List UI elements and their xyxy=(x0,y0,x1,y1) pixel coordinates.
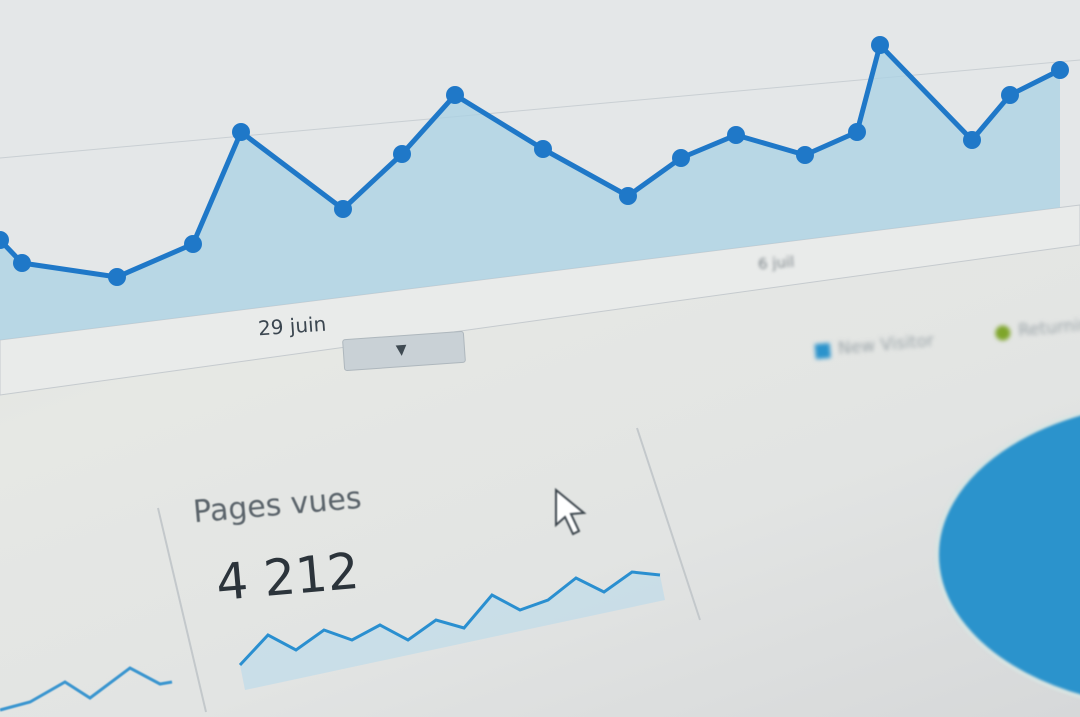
spark-area xyxy=(240,572,665,690)
spark-line xyxy=(238,570,661,667)
data-point[interactable] xyxy=(963,131,981,149)
data-point[interactable] xyxy=(184,235,202,253)
triangle-down-icon: ▼ xyxy=(395,341,408,359)
legend-swatch xyxy=(994,324,1011,341)
series-line xyxy=(0,42,1062,280)
data-point[interactable] xyxy=(334,200,352,218)
legend-swatch xyxy=(814,342,831,359)
data-point[interactable] xyxy=(1051,61,1069,79)
data-point[interactable] xyxy=(232,123,250,141)
data-point[interactable] xyxy=(796,146,814,164)
card-divider xyxy=(157,507,207,713)
data-point[interactable] xyxy=(1001,86,1019,104)
data-point[interactable] xyxy=(13,254,31,272)
data-point[interactable] xyxy=(727,126,745,144)
data-point[interactable] xyxy=(672,149,690,167)
data-point[interactable] xyxy=(619,187,637,205)
data-point[interactable] xyxy=(393,145,411,163)
card-divider xyxy=(636,427,701,621)
data-point[interactable] xyxy=(848,123,866,141)
area-fill xyxy=(0,45,1060,340)
data-point[interactable] xyxy=(108,268,126,286)
spark-left xyxy=(0,666,173,712)
x-tick-label: 29 juin xyxy=(257,311,328,341)
card-value: 4 212 xyxy=(213,541,362,613)
data-point[interactable] xyxy=(446,86,464,104)
pie-slice[interactable] xyxy=(935,411,1080,710)
x-tick-label: 6 juil xyxy=(757,252,795,274)
data-point[interactable] xyxy=(871,36,889,54)
data-point[interactable] xyxy=(0,231,9,249)
mouse-pointer-icon xyxy=(555,487,587,536)
data-point[interactable] xyxy=(534,140,552,158)
